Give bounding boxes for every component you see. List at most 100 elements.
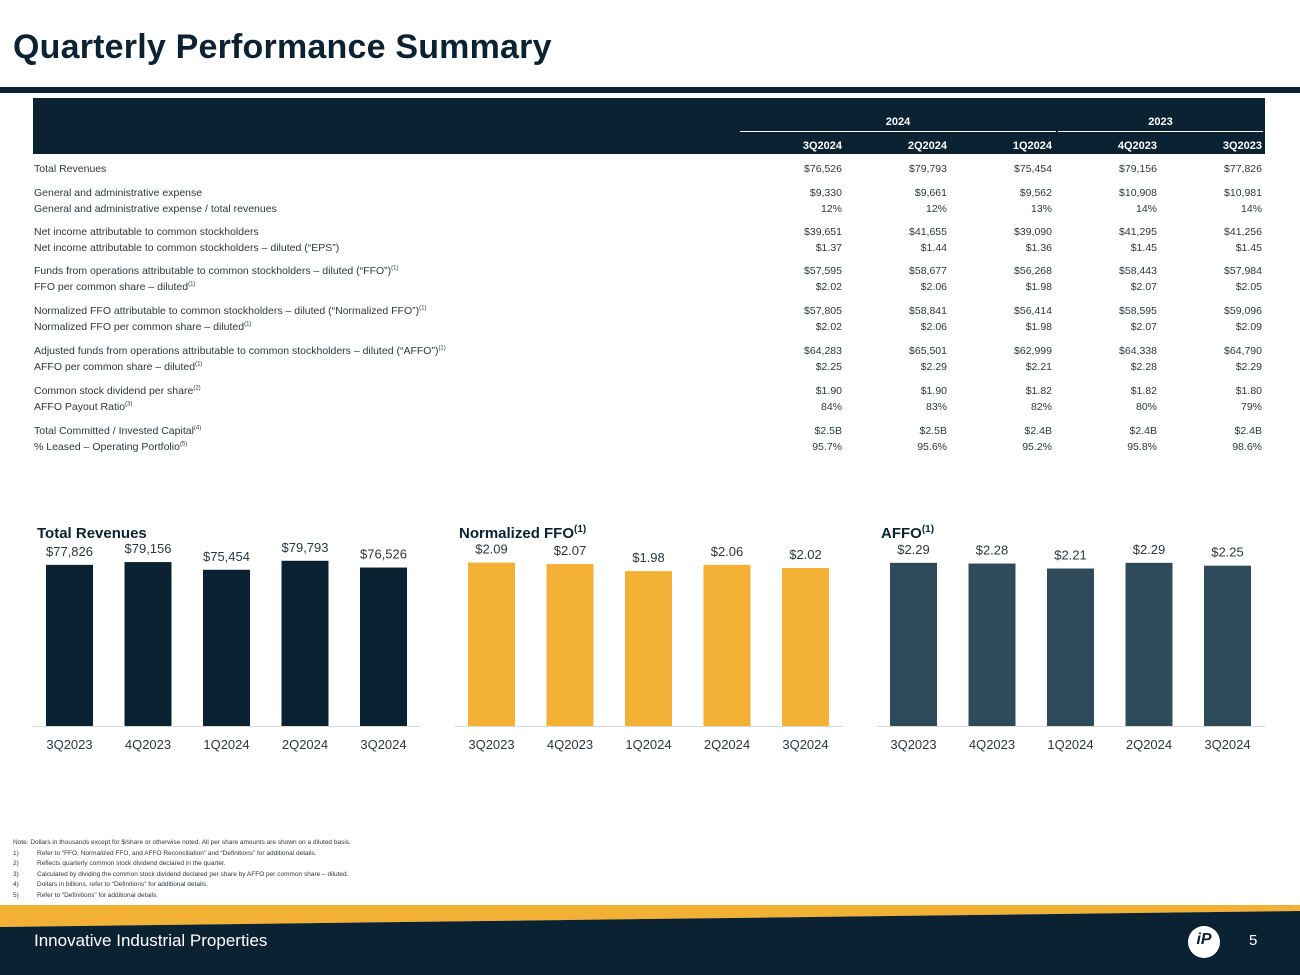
bar — [1204, 565, 1251, 726]
table-row: General and administrative expense / tot… — [33, 203, 1265, 219]
row-label: Adjusted funds from operations attributa… — [34, 345, 446, 357]
year-group-2024: 2024 — [885, 116, 911, 128]
data-label: $79,793 — [282, 540, 329, 555]
table-cell: 95.8% — [1127, 441, 1157, 453]
bar — [281, 560, 329, 726]
x-tick-label: 2Q2024 — [282, 737, 328, 752]
table-row: Normalized FFO per common share – dilute… — [33, 321, 1265, 337]
table-cell: $79,156 — [1119, 163, 1157, 175]
bar — [1125, 562, 1173, 726]
table-cell: $57,595 — [804, 265, 842, 277]
x-tick-label: 4Q2023 — [125, 737, 171, 752]
footnote-text: Reflects quarterly common stock dividend… — [37, 860, 226, 867]
total-revenues-plot: $77,826 3Q2023 $79,156 4Q2023 $75,454 1Q2024 $… — [33, 540, 421, 752]
bar — [1047, 568, 1094, 726]
footnote-text: Refer to “Definitions” for additional de… — [37, 891, 159, 899]
footnote: Note: Dollars in thousands except for $/… — [13, 838, 351, 849]
table-cell: $62,999 — [1014, 345, 1052, 357]
table-cell: $1.36 — [1025, 242, 1052, 254]
table-cell: $2.4B — [1129, 425, 1157, 437]
table-cell: $2.29 — [920, 361, 947, 373]
data-label: $2.09 — [475, 542, 508, 557]
row-label: Common stock dividend per share(2) — [34, 385, 201, 397]
table-row: Net income attributable to common stockh… — [33, 242, 1265, 258]
table-cell: $10,981 — [1224, 187, 1262, 199]
footnote: 5) Refer to “Definitions” for additional … — [13, 891, 351, 902]
table-cell: $2.21 — [1025, 361, 1052, 373]
title-divider — [0, 87, 1300, 93]
bar — [468, 562, 515, 726]
footer-band — [0, 905, 1300, 975]
table-cell: $2.29 — [1235, 361, 1262, 373]
table-cell: $76,526 — [804, 163, 842, 175]
column-header: 2Q2024 — [907, 140, 947, 152]
bar — [46, 564, 93, 726]
table-row: Adjusted funds from operations attributa… — [33, 345, 1265, 361]
x-tick-label: 3Q2023 — [468, 737, 514, 752]
bar — [124, 562, 172, 726]
table-cell: $77,826 — [1224, 163, 1262, 175]
data-label: $2.02 — [789, 547, 822, 562]
table-cell: 12% — [925, 203, 947, 215]
column-header: 1Q2024 — [1012, 140, 1052, 152]
x-tick-label: 4Q2023 — [969, 737, 1015, 752]
table-cell: $10,908 — [1119, 187, 1157, 199]
row-label: General and administrative expense — [34, 187, 203, 199]
table-cell: $2.4B — [1234, 425, 1262, 437]
footnote-number: 3) — [13, 870, 19, 878]
row-label: Normalized FFO attributable to common st… — [34, 305, 427, 317]
row-label: Total Revenues — [34, 163, 107, 175]
footnote-text: Note: Dollars in thousands except for $/… — [13, 839, 351, 846]
footnote-number: 4) — [13, 881, 19, 888]
table-cell: 95.6% — [917, 441, 947, 453]
table-cell: $1.45 — [1130, 242, 1157, 254]
x-tick-label: 2Q2024 — [704, 737, 750, 752]
normalized-ffo-plot: $2.09 3Q2023 $2.07 4Q2023 $1.98 1Q2024 $2.06 2Q… — [455, 542, 843, 752]
table-cell: $64,338 — [1119, 345, 1157, 357]
data-label: $2.07 — [554, 543, 587, 558]
data-label: $2.29 — [1133, 542, 1166, 557]
x-tick-label: 3Q2024 — [360, 737, 406, 752]
table-header: 2024 2023 3Q2024 2Q2024 1Q2024 4Q2023 3Q… — [33, 98, 1265, 154]
table-cell: 12% — [820, 203, 842, 215]
table-cell: 80% — [1135, 401, 1157, 413]
table-cell: $64,790 — [1224, 345, 1262, 357]
data-label: $2.25 — [1211, 545, 1244, 560]
table-cell: $2.02 — [815, 281, 842, 293]
footnote-number: 2) — [13, 860, 19, 867]
column-header: 3Q2023 — [1222, 140, 1262, 152]
table-cell: $41,256 — [1224, 226, 1262, 238]
table-cell: $9,562 — [1019, 187, 1052, 199]
table-row: Funds from operations attributable to co… — [33, 265, 1265, 281]
row-label: Total Committed / Invested Capital(4) — [34, 425, 202, 437]
table-cell: $2.06 — [920, 321, 947, 333]
company-name: Innovative Industrial Properties — [34, 931, 268, 950]
chart-title: Normalized FFO(1) — [459, 524, 587, 542]
table-cell: $2.5B — [814, 425, 842, 437]
table-cell: 14% — [1240, 203, 1262, 215]
footnote-text: Refer to “FFO, Normalized FFO, and AFFO … — [37, 849, 317, 857]
x-tick-label: 2Q2024 — [1126, 737, 1172, 752]
table-cell: $1.98 — [1025, 321, 1052, 333]
table-cell: 79% — [1240, 401, 1262, 413]
column-header: 4Q2023 — [1117, 140, 1157, 152]
page-title: Quarterly Performance Summary — [13, 28, 552, 66]
bar — [360, 567, 407, 726]
footnote-text: Calculated by dividing the common stock … — [37, 870, 349, 878]
row-label: General and administrative expense / tot… — [34, 203, 277, 215]
table-cell: $1.90 — [815, 385, 842, 397]
table-cell: $41,655 — [909, 226, 947, 238]
table-cell: $65,501 — [909, 345, 947, 357]
affo-plot: $2.29 3Q2023 $2.28 4Q2023 $2.21 1Q2024 $2.29 2Q… — [877, 542, 1265, 752]
bar — [625, 571, 672, 726]
row-label: AFFO per common share – diluted(1) — [34, 361, 203, 373]
footer-navy-band — [0, 911, 1300, 975]
footnote-number: 5) — [13, 891, 19, 899]
chart-title: AFFO(1) — [881, 524, 935, 542]
table-row: General and administrative expense $9,330… — [33, 187, 1265, 203]
table-cell: 14% — [1135, 203, 1157, 215]
footer-gold-stripe — [0, 905, 1300, 927]
table-cell: $2.09 — [1235, 321, 1262, 333]
table-cell: $2.4B — [1024, 425, 1052, 437]
x-tick-label: 3Q2023 — [46, 737, 92, 752]
